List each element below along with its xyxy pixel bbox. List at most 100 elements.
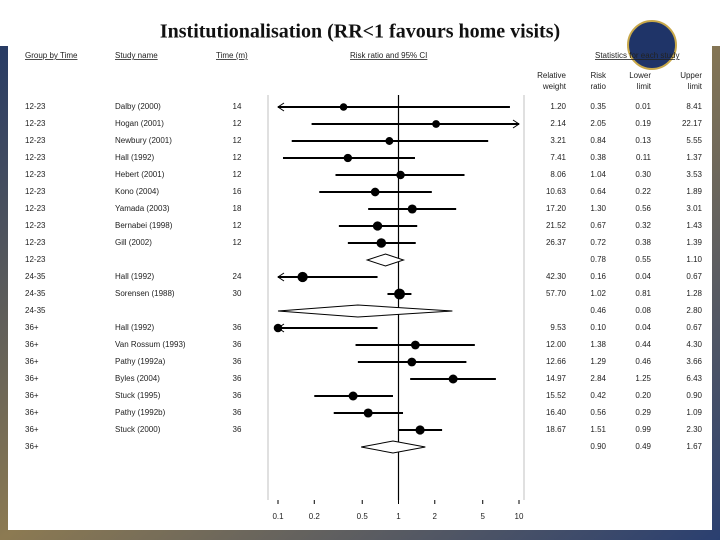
point-estimate: [407, 357, 417, 367]
group-label: 12-23: [25, 136, 46, 145]
group-label: 36+: [25, 408, 39, 417]
title-band: [0, 0, 720, 46]
lower-value: 0.30: [635, 170, 651, 179]
weight-value: 57.70: [546, 289, 567, 298]
time-value: 18: [233, 204, 242, 213]
weight-value: 14.97: [546, 374, 567, 383]
lower-value: 0.22: [635, 187, 651, 196]
time-value: 14: [233, 102, 242, 111]
point-estimate: [394, 288, 405, 300]
group-label: 24-35: [25, 306, 46, 315]
weight-value: 3.21: [550, 136, 566, 145]
point-estimate: [396, 170, 405, 180]
group-label: 12-23: [25, 255, 46, 264]
time-value: 36: [233, 357, 242, 366]
column-header: Group by Time: [25, 51, 78, 60]
lower-value: 0.13: [635, 136, 651, 145]
lower-value: 0.29: [635, 408, 651, 417]
rr-value: 2.84: [590, 374, 606, 383]
upper-value: 1.28: [686, 289, 702, 298]
study-name: Dalby (2000): [115, 102, 161, 111]
upper-value: 1.10: [686, 255, 702, 264]
weight-value: 2.14: [550, 119, 566, 128]
study-name: Gill (2002): [115, 238, 152, 247]
upper-value: 5.55: [686, 136, 702, 145]
lower-value: 0.99: [635, 425, 651, 434]
column-header: Study name: [115, 51, 158, 60]
study-name: Hebert (2001): [115, 170, 165, 179]
lower-value: 0.49: [635, 442, 651, 451]
time-value: 12: [233, 136, 242, 145]
lower-value: 0.19: [635, 119, 651, 128]
point-estimate: [448, 374, 458, 384]
rr-value: 2.05: [590, 119, 606, 128]
study-name: Hall (1992): [115, 272, 154, 281]
rr-value: 1.29: [590, 357, 606, 366]
rr-value: 0.78: [590, 255, 606, 264]
time-value: 36: [233, 408, 242, 417]
x-tick-label: 5: [480, 512, 485, 521]
time-value: 12: [233, 170, 242, 179]
group-label: 12-23: [25, 153, 46, 162]
rr-value: 0.10: [590, 323, 606, 332]
group-label: 12-23: [25, 187, 46, 196]
rr-value: 0.90: [590, 442, 606, 451]
weight-value: 17.20: [546, 204, 567, 213]
column-header: Lower limit: [629, 71, 652, 91]
summary-diamond: [361, 440, 426, 454]
weight-value: 12.00: [546, 340, 567, 349]
rr-value: 0.56: [590, 408, 606, 417]
group-label: 24-35: [25, 289, 46, 298]
x-tick-label: 0.2: [309, 512, 321, 521]
weight-value: 21.52: [546, 221, 567, 230]
rr-value: 1.02: [590, 289, 606, 298]
weight-value: 7.41: [550, 153, 566, 162]
weight-value: 10.63: [546, 187, 567, 196]
rr-value: 0.38: [590, 153, 606, 162]
time-value: 12: [233, 119, 242, 128]
point-estimate: [348, 391, 358, 401]
upper-value: 1.43: [686, 221, 702, 230]
column-header: Relative weight: [537, 71, 567, 91]
upper-value: 3.53: [686, 170, 702, 179]
upper-value: 22.17: [682, 119, 703, 128]
rr-value: 0.42: [590, 391, 606, 400]
upper-value: 2.30: [686, 425, 702, 434]
column-header: Risk ratio: [590, 71, 607, 91]
upper-value: 4.30: [686, 340, 702, 349]
column-header: Time (m): [216, 51, 248, 60]
study-name: Pathy (1992a): [115, 357, 166, 366]
x-tick-label: 10: [515, 512, 524, 521]
weight-value: 16.40: [546, 408, 567, 417]
study-name: Newbury (2001): [115, 136, 172, 145]
x-tick-label: 1: [396, 512, 401, 521]
time-value: 30: [233, 289, 242, 298]
time-value: 12: [233, 221, 242, 230]
time-value: 36: [233, 391, 242, 400]
summary-diamond: [365, 253, 406, 267]
upper-value: 0.67: [686, 323, 702, 332]
upper-value: 1.89: [686, 187, 702, 196]
point-estimate: [385, 137, 394, 145]
point-estimate: [363, 408, 373, 418]
point-estimate: [407, 204, 417, 214]
group-label: 12-23: [25, 119, 46, 128]
rr-value: 0.84: [590, 136, 606, 145]
upper-value: 1.09: [686, 408, 702, 417]
group-label: 36+: [25, 357, 39, 366]
group-label: 12-23: [25, 204, 46, 213]
study-name: Byles (2004): [115, 374, 160, 383]
study-name: Sorensen (1988): [115, 289, 175, 298]
study-name: Stuck (2000): [115, 425, 161, 434]
rr-value: 0.67: [590, 221, 606, 230]
x-tick-label: 0.1: [272, 512, 284, 521]
time-value: 36: [233, 425, 242, 434]
study-name: Bernabei (1998): [115, 221, 173, 230]
time-value: 36: [233, 323, 242, 332]
group-label: 12-23: [25, 221, 46, 230]
time-value: 36: [233, 340, 242, 349]
point-estimate: [339, 103, 348, 111]
lower-value: 0.38: [635, 238, 651, 247]
weight-value: 42.30: [546, 272, 567, 281]
